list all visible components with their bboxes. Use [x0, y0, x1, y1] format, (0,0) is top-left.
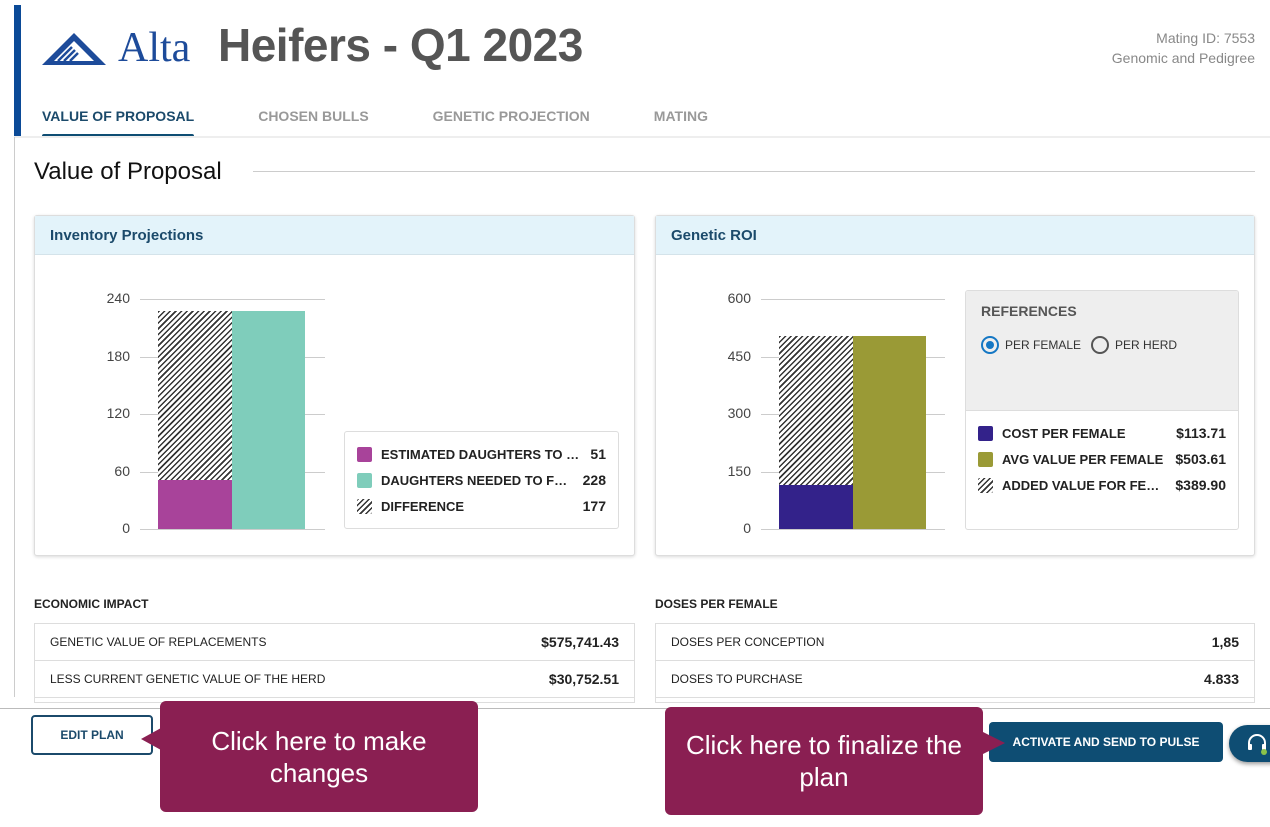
edit-plan-button[interactable]: EDIT PLAN — [31, 715, 153, 755]
bar-daughters-needed-to-freshen — [232, 310, 305, 529]
legend-needed: DAUGHTERS NEEDED TO FRESHEN228 — [345, 467, 618, 493]
y-tick-label: 0 — [743, 520, 751, 536]
y-tick-label: 240 — [106, 290, 130, 306]
page-title: Value of Proposal — [34, 158, 222, 185]
legend-estimated: ESTIMATED DAUGHTERS TO FRESHEN51 — [345, 441, 618, 467]
doses-table: DOSES PER CONCEPTION 1,85 DOSES TO PURCHA… — [655, 623, 1255, 703]
swatch-icon — [978, 425, 993, 441]
legend-difference: DIFFERENCE 177 — [345, 493, 618, 519]
hatch-swatch-icon — [978, 477, 993, 493]
bar-segment-added-value-for-female — [779, 335, 853, 486]
radio-per-herd[interactable] — [1091, 336, 1110, 354]
radio-per-female[interactable] — [981, 336, 999, 354]
footer-divider — [0, 708, 1270, 709]
radio-label: PER FEMALE — [1005, 338, 1082, 352]
bar-segment-difference — [158, 310, 232, 481]
tab-divider — [14, 136, 1270, 138]
row-label: DOSES PER CONCEPTION — [671, 635, 825, 649]
y-tick-label: 150 — [727, 462, 751, 479]
plan-title: Heifers - Q1 2023 — [218, 19, 583, 71]
bar-segment-cost-per-female — [779, 485, 853, 529]
mating-id: Mating ID: 7553 — [1156, 30, 1255, 46]
hatch-swatch-icon — [357, 498, 372, 514]
table-row: DOSES PER CONCEPTION 1,85 — [656, 624, 1254, 661]
tab-value-of-proposal[interactable]: VALUE OF PROPOSAL — [42, 108, 195, 138]
y-tick-label: 0 — [122, 520, 130, 536]
y-tick-label: 450 — [727, 347, 751, 364]
economic-impact-table: GENETIC VALUE OF REPLACEMENTS $575,741.43… — [34, 623, 635, 703]
gridline — [140, 299, 325, 300]
headset-icon — [1248, 734, 1267, 755]
inventory-legend: ESTIMATED DAUGHTERS TO FRESHEN51 DAUGHTE… — [344, 431, 619, 529]
row-label: LESS CURRENT GENETIC VALUE OF THE HERD — [50, 672, 326, 686]
gridline — [140, 529, 325, 530]
mountain-logo-icon — [42, 33, 106, 65]
swatch-icon — [357, 472, 372, 488]
bar-segment-estimated-daughters-to-freshen — [158, 480, 232, 529]
row-value: $575,741.43 — [541, 634, 619, 650]
card-title: Genetic ROI — [656, 216, 1254, 255]
callout-pointer — [141, 728, 161, 750]
references-title: REFERENCES — [981, 303, 1077, 319]
row-value: 4.833 — [1203, 671, 1239, 687]
alta-logo: Alta — [42, 24, 190, 72]
row-value: $30,752.51 — [548, 671, 619, 687]
table-row: DOSES TO PURCHASE 4.833 — [656, 661, 1254, 698]
row-label: GENETIC VALUE OF REPLACEMENTS — [50, 635, 267, 649]
economic-impact-title: ECONOMIC IMPACT — [34, 597, 149, 611]
activate-send-button[interactable]: ACTIVATE AND SEND TO PULSE — [989, 722, 1223, 762]
swatch-icon — [357, 446, 372, 462]
tab-mating[interactable]: MATING — [653, 108, 708, 124]
y-tick-label: 300 — [727, 405, 751, 421]
plan-mode: Genomic and Pedigree — [1111, 50, 1255, 66]
y-tick-label: 180 — [106, 347, 130, 364]
legend-added-value: ADDED VALUE FOR FEMALE $389.90 — [966, 472, 1238, 498]
tab-bar: VALUE OF PROPOSAL CHOSEN BULLS GENETIC P… — [42, 108, 772, 138]
activate-callout: Click here to finalize the plan — [665, 707, 983, 815]
tab-chosen-bulls[interactable]: CHOSEN BULLS — [258, 108, 369, 124]
legend-avg-value: AVG VALUE PER FEMALE $503.61 — [966, 446, 1238, 472]
card-title: Inventory Projections — [35, 216, 634, 255]
radio-label: PER HERD — [1115, 338, 1178, 352]
accent-bar — [14, 5, 21, 137]
title-rule — [253, 171, 1255, 172]
tab-genetic-projection[interactable]: GENETIC PROJECTION — [432, 108, 590, 124]
references-panel: REFERENCES PER FEMALE PER HERD COST PER … — [965, 290, 1239, 530]
doses-title: DOSES PER FEMALE — [655, 597, 778, 611]
legend-cost: COST PER FEMALE $113.71 — [966, 420, 1238, 446]
gridline — [761, 529, 945, 530]
bar-avg-value-per-female — [853, 335, 926, 529]
y-tick-label: 60 — [114, 462, 130, 479]
row-value: 1,85 — [1211, 634, 1239, 650]
content-border — [14, 137, 15, 697]
gridline — [761, 299, 945, 300]
callout-pointer — [983, 732, 1005, 754]
inventory-projections-card: Inventory Projections — [34, 215, 635, 556]
edit-callout: Click here to make changes — [160, 701, 478, 812]
swatch-icon — [978, 451, 993, 467]
table-row: LESS CURRENT GENETIC VALUE OF THE HERD $3… — [35, 661, 634, 698]
plan-meta: Mating ID: 7553 Genomic and Pedigree — [1112, 28, 1255, 68]
support-button[interactable] — [1229, 725, 1270, 762]
y-tick-label: 600 — [727, 290, 751, 306]
table-row: GENETIC VALUE OF REPLACEMENTS $575,741.43 — [35, 624, 634, 661]
row-label: DOSES TO PURCHASE — [671, 672, 803, 686]
y-tick-label: 120 — [106, 405, 130, 421]
